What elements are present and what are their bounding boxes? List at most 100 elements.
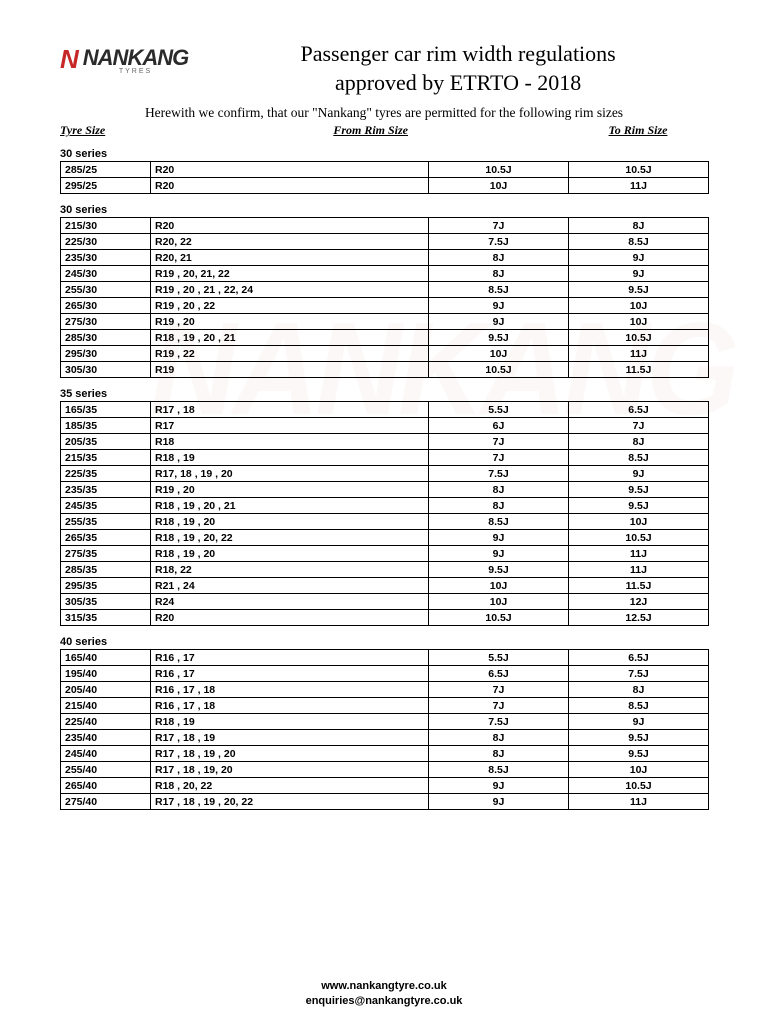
table-cell: 9J: [429, 546, 569, 562]
table-cell: R17 , 18: [151, 402, 429, 418]
table-cell: 215/35: [61, 450, 151, 466]
table-row: 255/30R19 , 20 , 21 , 22, 248.5J9.5J: [61, 282, 709, 298]
table-cell: 10J: [569, 514, 709, 530]
table-cell: 9J: [569, 714, 709, 730]
table-cell: 7J: [429, 682, 569, 698]
table-cell: 235/35: [61, 482, 151, 498]
header-to-rim: To Rim Size: [568, 123, 708, 138]
table-cell: 205/35: [61, 434, 151, 450]
footer-email: enquiries@nankangtyre.co.uk: [0, 994, 768, 1008]
table-cell: R18 , 19 , 20: [151, 514, 429, 530]
logo-subtext: TYRES: [83, 68, 188, 75]
page: N NANKANG TYRES Passenger car rim width …: [0, 0, 768, 830]
table-cell: 10J: [569, 762, 709, 778]
table-cell: R16 , 17 , 18: [151, 698, 429, 714]
table-cell: 265/40: [61, 778, 151, 794]
table-cell: 12.5J: [569, 610, 709, 626]
table-row: 255/40R17 , 18 , 19, 208.5J10J: [61, 762, 709, 778]
table-cell: 315/35: [61, 610, 151, 626]
table-cell: 9.5J: [569, 482, 709, 498]
table-row: 245/30R19 , 20, 21, 228J9J: [61, 266, 709, 282]
table-cell: 215/40: [61, 698, 151, 714]
page-title: Passenger car rim width regulations appr…: [208, 40, 708, 97]
table-cell: R17: [151, 418, 429, 434]
table-cell: 11.5J: [569, 362, 709, 378]
table-row: 265/30R19 , 20 , 229J10J: [61, 298, 709, 314]
table-cell: 7.5J: [569, 666, 709, 682]
table-cell: 6.5J: [429, 666, 569, 682]
table-cell: R16 , 17: [151, 666, 429, 682]
table-row: 245/35R18 , 19 , 20 , 218J9.5J: [61, 498, 709, 514]
table-row: 185/35R176J7J: [61, 418, 709, 434]
table-row: 225/30R20, 227.5J8.5J: [61, 234, 709, 250]
table-cell: 275/40: [61, 794, 151, 810]
table-cell: 275/30: [61, 314, 151, 330]
intro-text: Herewith we confirm, that our "Nankang" …: [60, 105, 708, 121]
table-cell: 10.5J: [429, 162, 569, 178]
table-cell: 7J: [429, 450, 569, 466]
table-cell: R20: [151, 218, 429, 234]
rim-table: 165/40R16 , 175.5J6.5J195/40R16 , 176.5J…: [60, 649, 709, 810]
table-cell: 255/40: [61, 762, 151, 778]
table-cell: 7.5J: [429, 466, 569, 482]
table-row: 205/35R187J8J: [61, 434, 709, 450]
table-row: 295/35R21 , 2410J11.5J: [61, 578, 709, 594]
table-row: 285/30R18 , 19 , 20 , 219.5J10.5J: [61, 330, 709, 346]
table-row: 285/35R18, 229.5J11J: [61, 562, 709, 578]
section-title: 40 series: [60, 636, 708, 648]
footer-url: www.nankangtyre.co.uk: [0, 979, 768, 993]
table-cell: 9J: [569, 466, 709, 482]
table-cell: 9.5J: [429, 562, 569, 578]
table-cell: 265/30: [61, 298, 151, 314]
table-cell: 9J: [429, 314, 569, 330]
table-cell: 11J: [569, 794, 709, 810]
table-cell: R19 , 20: [151, 482, 429, 498]
table-cell: 285/35: [61, 562, 151, 578]
table-cell: 8.5J: [569, 698, 709, 714]
table-cell: 265/35: [61, 530, 151, 546]
table-cell: R17 , 18 , 19: [151, 730, 429, 746]
rim-table: 285/25R2010.5J10.5J295/25R2010J11J: [60, 161, 709, 194]
table-cell: R18 , 19 , 20 , 21: [151, 330, 429, 346]
table-cell: 7J: [569, 418, 709, 434]
table-row: 245/40R17 , 18 , 19 , 208J9.5J: [61, 746, 709, 762]
table-cell: 285/25: [61, 162, 151, 178]
table-cell: R18 , 19 , 20: [151, 546, 429, 562]
table-cell: 9.5J: [569, 746, 709, 762]
table-cell: 8.5J: [569, 234, 709, 250]
table-row: 165/40R16 , 175.5J6.5J: [61, 650, 709, 666]
table-cell: 195/40: [61, 666, 151, 682]
table-cell: R19: [151, 362, 429, 378]
table-cell: 305/35: [61, 594, 151, 610]
table-row: 315/35R2010.5J12.5J: [61, 610, 709, 626]
table-sections: 30 series285/25R2010.5J10.5J295/25R2010J…: [60, 148, 708, 810]
table-cell: 8J: [569, 434, 709, 450]
table-cell: 9J: [429, 778, 569, 794]
table-cell: 7.5J: [429, 714, 569, 730]
table-cell: 6.5J: [569, 402, 709, 418]
table-cell: R18 , 19: [151, 450, 429, 466]
table-cell: 5.5J: [429, 650, 569, 666]
table-row: 235/40R17 , 18 , 198J9.5J: [61, 730, 709, 746]
table-row: 275/40R17 , 18 , 19 , 20, 229J11J: [61, 794, 709, 810]
header-tyre-size: Tyre Size: [60, 123, 150, 138]
section-title: 30 series: [60, 148, 708, 160]
table-cell: R17 , 18 , 19 , 20, 22: [151, 794, 429, 810]
table-cell: 215/30: [61, 218, 151, 234]
table-cell: 9J: [429, 298, 569, 314]
table-cell: 235/30: [61, 250, 151, 266]
logo: N NANKANG TYRES: [60, 40, 188, 75]
table-cell: 10J: [429, 178, 569, 194]
table-cell: R18 , 19: [151, 714, 429, 730]
table-cell: 205/40: [61, 682, 151, 698]
table-cell: 10J: [429, 578, 569, 594]
table-cell: R20, 22: [151, 234, 429, 250]
table-cell: 225/30: [61, 234, 151, 250]
table-cell: 8.5J: [569, 450, 709, 466]
table-cell: 8J: [429, 730, 569, 746]
table-cell: 9J: [429, 794, 569, 810]
table-cell: 8J: [569, 682, 709, 698]
header-from-rim: From Rim Size: [150, 123, 428, 138]
table-cell: 10J: [429, 594, 569, 610]
table-cell: R20: [151, 162, 429, 178]
